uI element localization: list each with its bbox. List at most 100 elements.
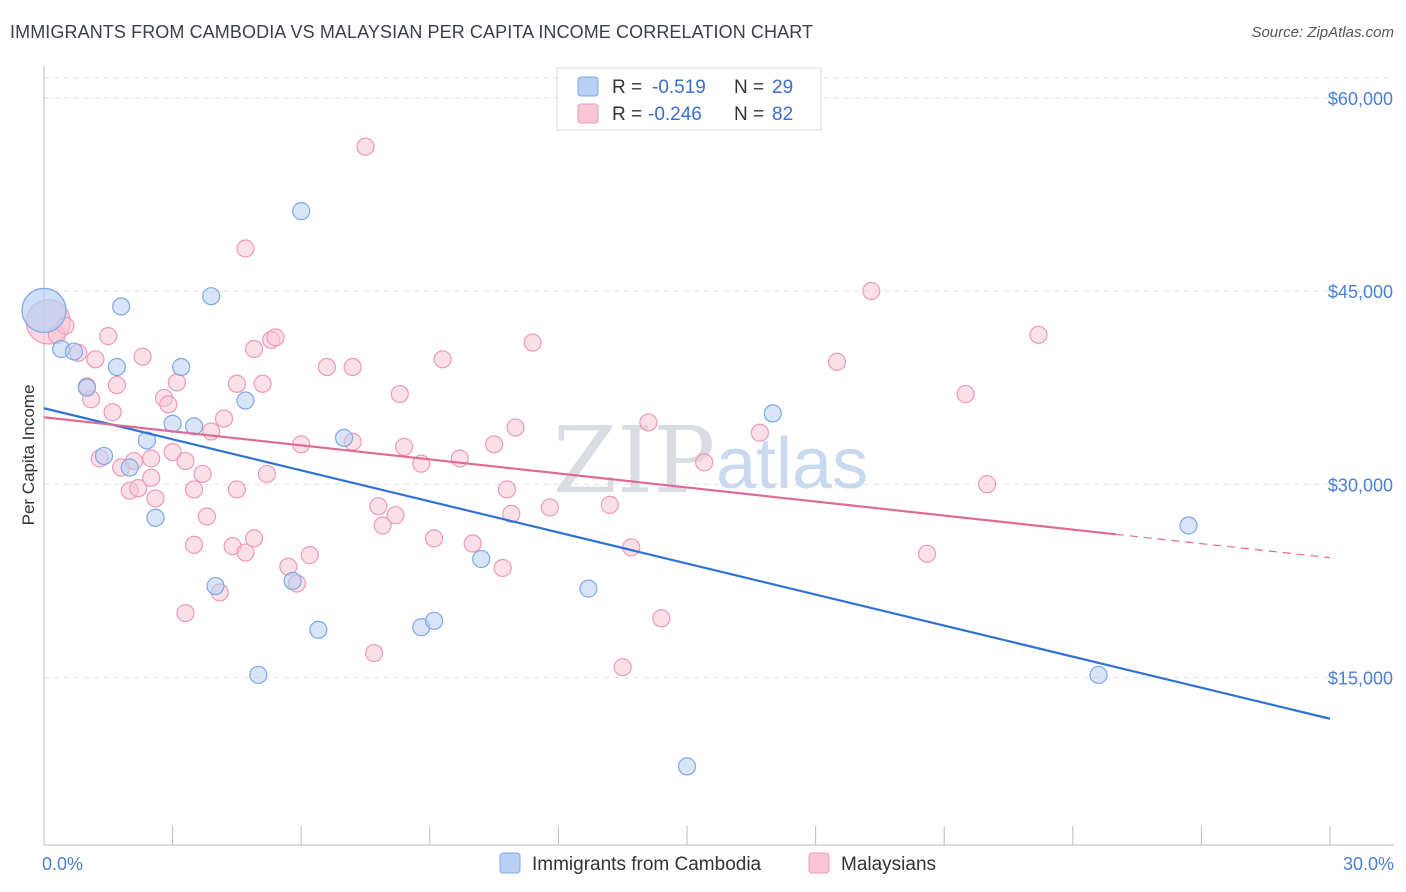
malaysian-point [497,480,517,499]
malaysian-point [356,137,375,156]
cambodia-point [94,446,114,466]
malaysian-point [463,534,482,553]
cambodia-trend-line [43,407,1331,720]
watermark-zip: ZIP [553,407,715,514]
malaysian-point [176,603,195,623]
malaysian-point [390,384,409,404]
malaysian-point [652,609,671,628]
cambodia-point [472,549,491,569]
axes [43,66,1394,846]
cambodia-point [236,391,255,410]
malaysian-point [977,475,997,494]
malaysian-point [266,328,285,347]
legend-n-label: N = [734,104,764,125]
malaysian-point [197,507,216,526]
malaysian-point [369,497,388,516]
legend-r-label: R = [612,104,642,125]
malaysian-point [167,373,186,392]
malaysian-point [244,529,264,548]
malaysian-point [600,495,619,514]
malaysian-point [184,480,204,499]
malaysian-point [622,538,641,557]
malaysians-trend-line [43,416,1116,536]
malaysian-point [433,350,452,369]
cambodia-point [112,297,131,316]
malaysian-point [107,375,126,395]
legend-n-value: 82 [772,104,793,125]
malaysian-point [202,422,221,441]
legend-swatch-pink [577,103,599,124]
malaysian-point [99,327,118,346]
cambodia-point [107,357,126,377]
y-axis-title: Per Capita Income [19,385,38,526]
cambodia-points [21,202,1198,776]
legend-r-value: -0.519 [652,77,706,98]
watermark: ZIP atlas [553,407,868,514]
legend-swatch-blue [577,76,599,97]
malaysian-point [394,437,414,457]
x-tick-label: 30.0% [1343,854,1394,874]
x-tick-label: 0.0% [42,854,83,874]
malaysian-point [317,357,337,377]
x-axis-labels: 0.0% 30.0% [42,854,1394,874]
malaysian-point [176,451,195,471]
malaysian-point [129,479,148,498]
cambodia-point [677,757,697,776]
cambodia-point [206,576,225,596]
y-tick-label: $30,000 [1328,475,1393,495]
chart-title: IMMIGRANTS FROM CAMBODIA VS MALAYSIAN PE… [10,22,814,42]
cambodia-point [249,665,268,685]
malaysian-point [142,449,161,468]
malaysian-point [163,442,182,462]
malaysian-point [493,558,512,578]
legend-r-label: R = [612,77,642,98]
trend-lines [43,407,1331,720]
cambodia-point [309,620,328,639]
cambodia-point [184,417,204,436]
y-tick-label: $15,000 [1328,669,1393,689]
cambodia-point [424,611,444,630]
y-tick-label: $45,000 [1328,282,1393,302]
cambodia-point [172,357,191,377]
malaysian-point [364,643,384,663]
malaysian-point [236,239,255,258]
legend-r-value: -0.246 [648,104,702,125]
malaysian-point [343,357,362,377]
malaysian-point [133,347,152,366]
gridlines [44,77,1394,679]
malaysian-point [142,468,161,487]
cambodia-point [334,428,354,447]
malaysian-point [214,409,234,428]
series-legend-cambodia: Immigrants from Cambodia [532,854,762,875]
malaysian-point [386,506,405,525]
malaysian-point [827,352,847,371]
malaysian-point [227,480,246,499]
legend-n-value: 29 [772,77,793,98]
y-axis-labels: $60,000 $45,000 $30,000 $15,000 [1328,89,1393,689]
malaysian-point [146,489,165,508]
cambodia-point [579,579,598,598]
cambodia-point [120,458,139,477]
malaysian-point [1029,325,1048,344]
malaysian-point [917,544,937,563]
malaysian-point [159,395,178,414]
stats-legend: R = -0.519 N = 29 R = -0.246 N = 82 [556,67,822,131]
legend-n-label: N = [734,77,764,98]
malaysian-point [956,384,975,404]
malaysian-point [193,464,212,484]
malaysian-point [86,350,105,369]
malaysian-point [695,453,714,472]
cambodia-point [146,508,165,527]
malaysian-point [750,423,769,442]
malaysian-point [424,529,444,548]
stats-legend-box [556,67,822,131]
cambodia-point [763,404,782,423]
cambodia-point [21,287,67,333]
cambodia-point [1179,516,1198,535]
malaysian-point [300,546,319,565]
cambodia-point [202,287,221,306]
malaysian-point [639,413,658,432]
malaysian-point [540,498,559,517]
cambodia-point [283,571,302,590]
